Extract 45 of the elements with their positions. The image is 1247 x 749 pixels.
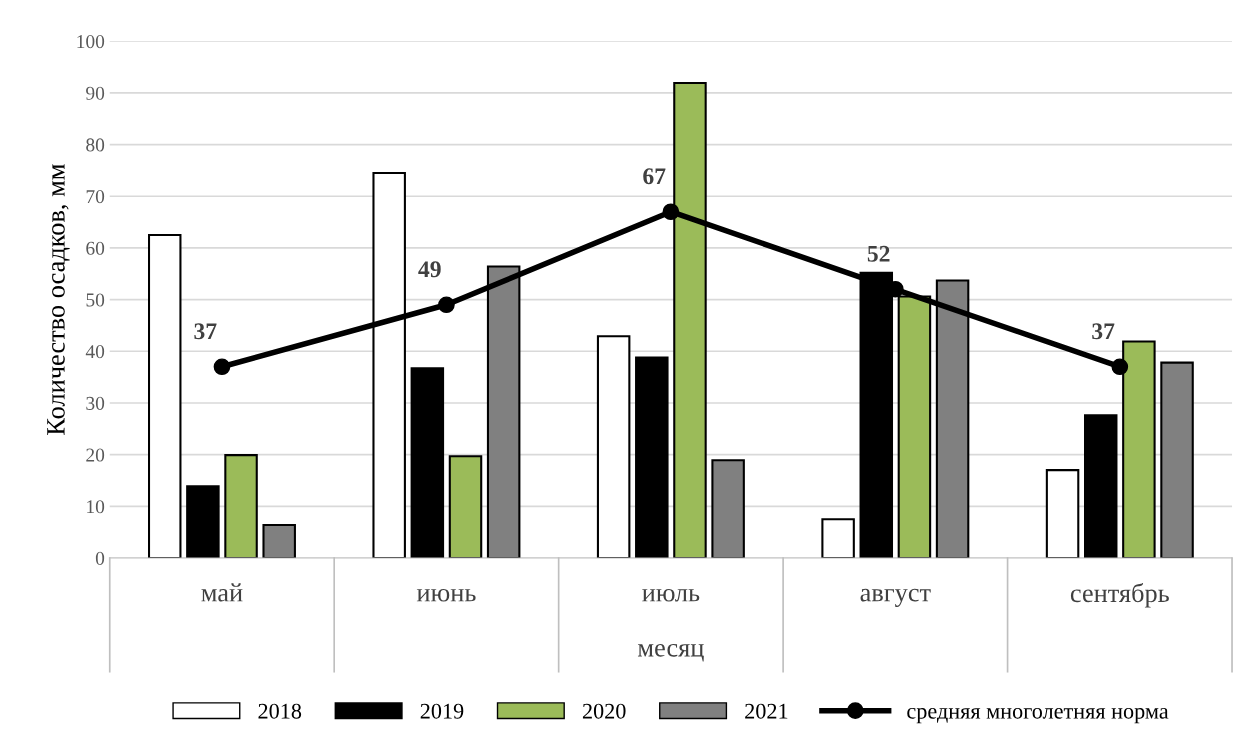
y-axis-title: Количество осадков, мм [47, 164, 70, 435]
y-tick-label: 50 [86, 293, 105, 307]
bar [262, 523, 296, 558]
bar [596, 335, 631, 558]
data-label: 67 [643, 168, 666, 185]
x-tick-label: июнь [416, 588, 476, 602]
point [1111, 358, 1129, 376]
y-tick-label: 100 [77, 35, 105, 49]
bar [1160, 361, 1194, 558]
point [662, 203, 680, 221]
bar [1083, 414, 1118, 558]
y-tick-label: 60 [86, 241, 105, 255]
data-label: 37 [1092, 323, 1115, 340]
bar [711, 459, 745, 558]
x-tick-label: август [860, 588, 931, 607]
bar [448, 455, 483, 558]
y-tick-label: 0 [95, 551, 105, 565]
point [438, 296, 455, 314]
legend-label: 2021 [745, 703, 788, 719]
y-tick-label: 70 [86, 190, 105, 204]
bar [224, 454, 258, 558]
bar [1045, 469, 1080, 558]
x-tick-label: сентябрь [1070, 583, 1169, 608]
bar [635, 356, 669, 558]
data-label: 37 [194, 323, 217, 340]
data-label: 49 [418, 261, 441, 278]
legend-label: 2018 [258, 703, 302, 719]
y-tick-label: 30 [86, 396, 105, 410]
x-tick-label: май [201, 583, 243, 602]
y-tick-label: 10 [87, 500, 105, 514]
bar [147, 233, 182, 558]
bar [186, 485, 220, 558]
bar [821, 518, 855, 558]
legend-label: средняя многолетняя норма [907, 707, 1169, 724]
point [213, 358, 231, 376]
x-axis-title: месяц [637, 643, 704, 662]
bar [410, 367, 445, 558]
y-tick-label: 80 [86, 138, 105, 152]
y-tick-label: 20 [86, 448, 105, 462]
legend-label: 2020 [582, 703, 626, 719]
y-tick-label: 40 [85, 345, 105, 359]
x-tick-label: июль [642, 588, 700, 602]
legend-label: 2019 [420, 703, 464, 719]
y-tick-label: 90 [86, 86, 105, 100]
data-label: 52 [867, 245, 890, 262]
